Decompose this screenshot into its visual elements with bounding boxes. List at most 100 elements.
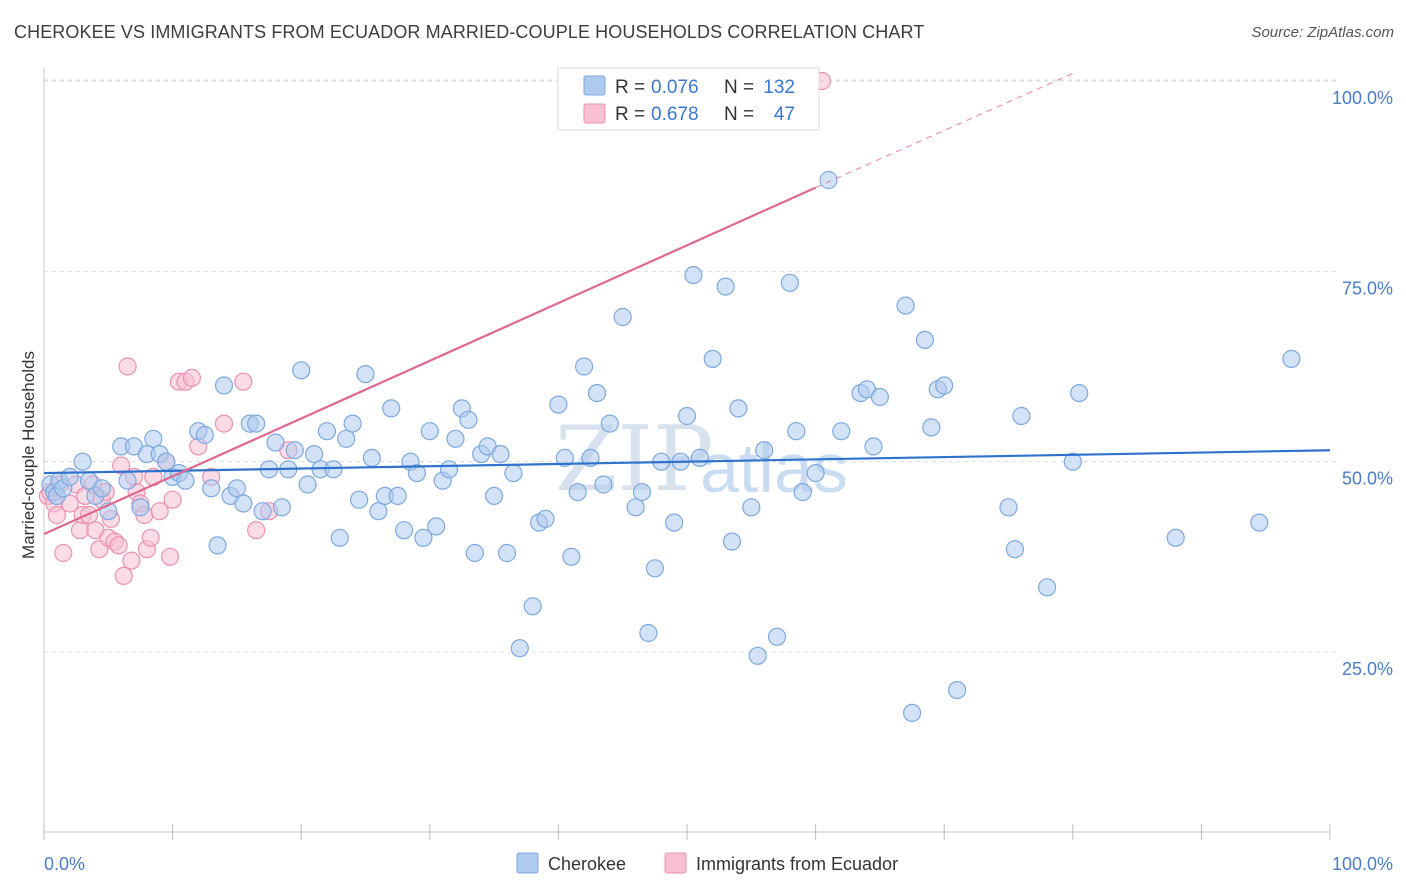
cherokee-point <box>896 296 915 315</box>
ecuador-point <box>234 372 253 391</box>
x-tick-label-min: 0.0% <box>44 854 85 874</box>
cherokee-point <box>369 502 388 521</box>
ecuador-point <box>54 543 73 563</box>
cherokee-point <box>902 703 922 723</box>
ecuador-point <box>112 456 131 475</box>
cherokee-point <box>568 483 587 502</box>
cherokee-point <box>690 448 710 467</box>
cherokee-point <box>60 467 79 486</box>
cherokee-point <box>613 307 632 327</box>
cherokee-point <box>915 330 935 349</box>
legend-swatch-cherokee <box>583 75 606 96</box>
ecuador-trend-line <box>43 186 817 535</box>
cherokee-point <box>935 376 954 395</box>
chart-title: CHEROKEE VS IMMIGRANTS FROM ECUADOR MARR… <box>14 22 925 42</box>
ecuador-point <box>114 566 133 586</box>
ecuador-point <box>247 521 266 540</box>
legend-n-value-cherokee: 132 <box>763 77 795 98</box>
cherokee-point <box>639 623 658 643</box>
cherokee-point <box>523 597 542 616</box>
legend-r-value-cherokee: 0.076 <box>651 77 699 98</box>
cherokee-point <box>1005 540 1025 559</box>
ecuador-point <box>141 528 160 547</box>
y-tick-label: 25.0% <box>1342 659 1393 679</box>
bottom-legend-swatch-ecuador <box>664 852 687 874</box>
grid-layer <box>44 79 1340 653</box>
cherokee-point <box>356 365 375 384</box>
bottom-legend-label-ecuador: Immigrants from Ecuador <box>696 854 898 874</box>
cherokee-point <box>703 349 722 368</box>
cherokee-point <box>793 483 812 502</box>
cherokee-point <box>227 479 246 498</box>
cherokee-point <box>414 528 433 547</box>
cherokee-point <box>234 494 253 513</box>
cherokee-point <box>266 433 285 452</box>
cherokee-point <box>645 559 665 578</box>
cherokee-point <box>742 498 761 517</box>
ecuador-point <box>122 551 141 570</box>
cherokee-point <box>947 680 967 700</box>
y-axis-title: Married-couple Households <box>19 351 38 559</box>
cherokee-point <box>491 445 510 464</box>
cherokee-point <box>864 437 883 456</box>
cherokee-point <box>292 361 311 380</box>
cherokee-point <box>587 384 607 403</box>
cherokee-point <box>574 357 594 376</box>
cherokee-point <box>382 399 401 418</box>
legend-n-label-cherokee: N = <box>724 77 754 98</box>
cherokee-point <box>208 536 227 555</box>
cherokee-point <box>465 543 484 563</box>
cherokee-point <box>722 532 742 551</box>
cherokee-point <box>1070 384 1089 403</box>
cherokee-point <box>73 452 92 471</box>
cherokee-point <box>729 399 748 418</box>
cherokee-point <box>497 543 517 563</box>
cherokee-point <box>510 639 529 658</box>
cherokee-point <box>664 513 684 532</box>
chart-source: Source: ZipAtlas.com <box>1251 24 1394 41</box>
cherokee-point <box>407 464 426 483</box>
cherokee-point <box>459 410 478 429</box>
cherokee-point <box>253 502 272 521</box>
cherokee-point <box>92 479 112 498</box>
cherokee-point <box>999 498 1018 517</box>
cherokee-point <box>362 448 381 467</box>
cherokee-point <box>1012 406 1031 426</box>
cherokee-point <box>144 429 163 448</box>
cherokee-point <box>755 441 774 460</box>
cherokee-point <box>684 266 703 285</box>
cherokee-point <box>922 418 941 437</box>
y-tick-label: 100.0% <box>1332 88 1393 108</box>
cherokee-trend-line <box>43 449 1331 475</box>
cherokee-point <box>337 429 356 448</box>
cherokee-point <box>1250 513 1269 532</box>
cherokee-point <box>787 422 806 441</box>
cherokee-points <box>41 170 1301 723</box>
cherokee-point <box>343 414 362 433</box>
legend-swatch-ecuador <box>583 103 606 124</box>
cherokee-point <box>600 414 619 433</box>
x-tick-label-max: 100.0% <box>1332 854 1393 874</box>
cherokee-point <box>395 521 414 540</box>
y-tick-label: 75.0% <box>1342 278 1393 298</box>
cherokee-point <box>272 498 291 517</box>
cherokee-point <box>562 547 581 566</box>
cherokee-point <box>549 395 568 414</box>
cherokee-point <box>420 422 439 441</box>
cherokee-point <box>330 528 349 547</box>
watermark-atlas: atlas <box>700 429 848 507</box>
cherokee-point <box>324 460 343 479</box>
legend-r-value-ecuador: 0.678 <box>651 104 699 125</box>
ecuador-point <box>109 536 128 555</box>
cherokee-point <box>131 498 150 517</box>
legend-bottom: Cherokee Immigrants from Ecuador <box>516 852 898 874</box>
cherokee-point <box>504 464 523 483</box>
cherokee-point <box>446 429 465 448</box>
trend-lines <box>43 72 1331 535</box>
legend-n-label-ecuador: N = <box>724 104 754 125</box>
ecuador-point <box>163 490 182 509</box>
cherokee-point <box>780 273 800 292</box>
cherokee-point <box>317 422 336 441</box>
y-tick-label: 50.0% <box>1342 469 1393 489</box>
